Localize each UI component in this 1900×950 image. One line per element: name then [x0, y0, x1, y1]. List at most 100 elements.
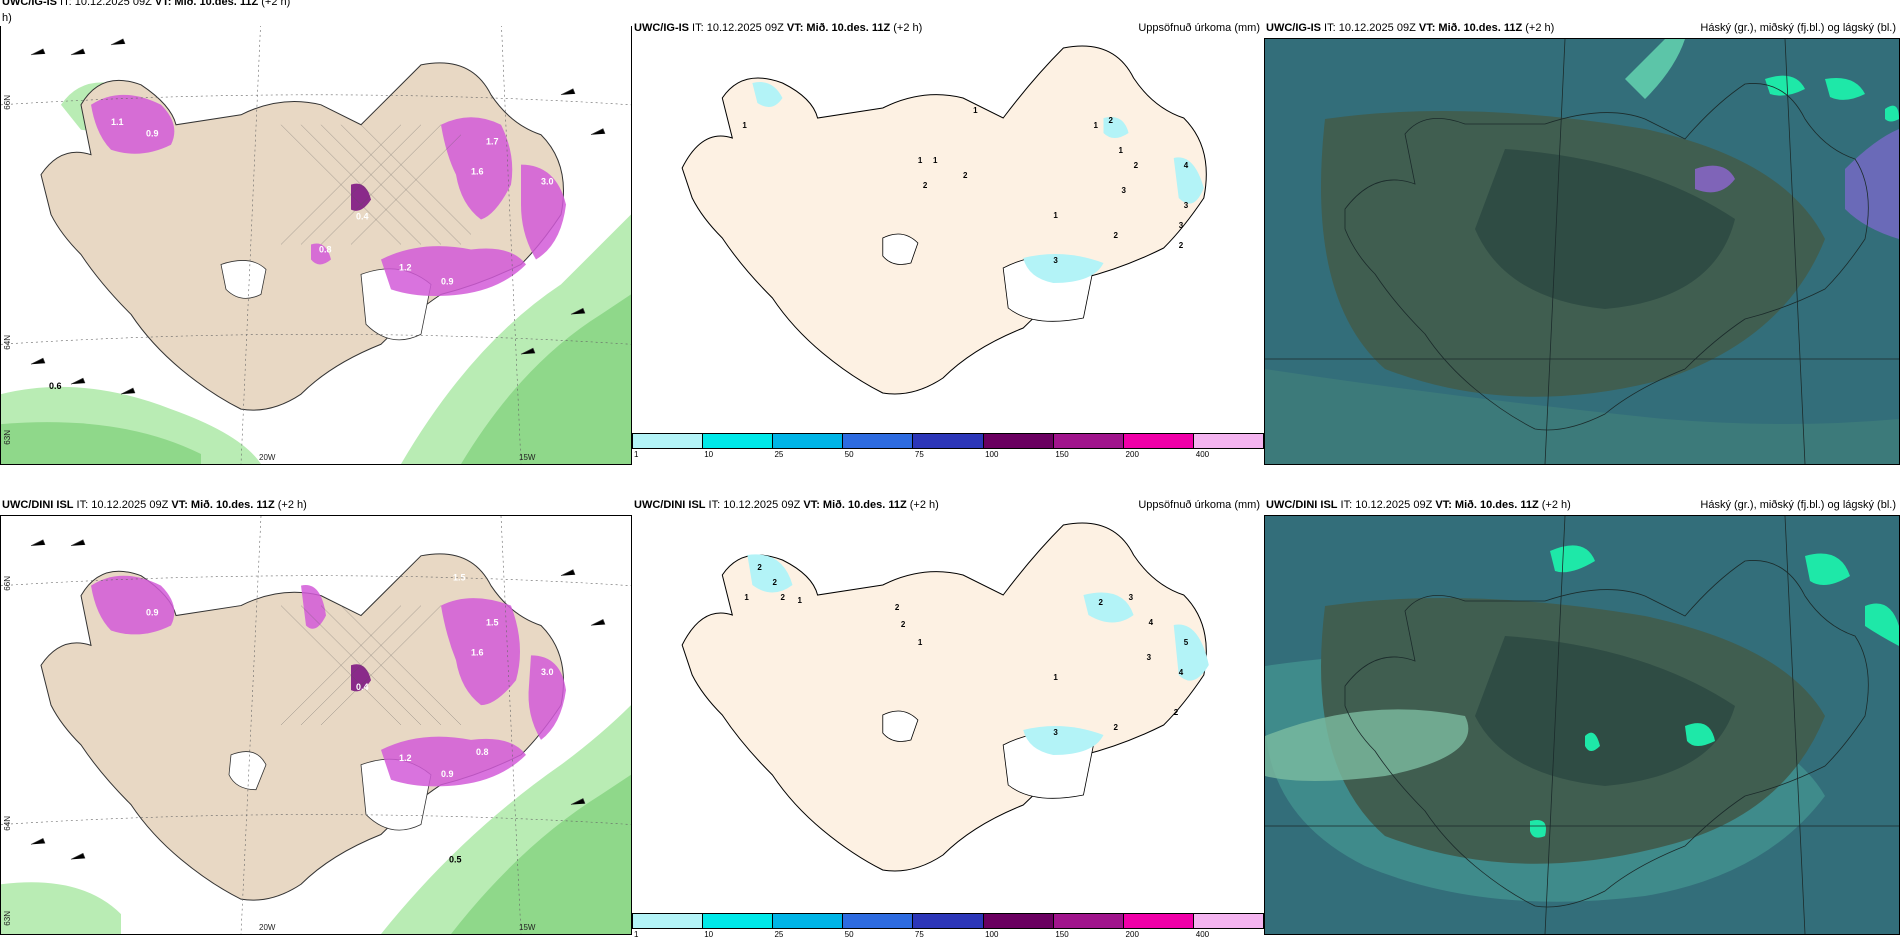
colorbar-tick-label: 50	[844, 930, 854, 939]
colorbar-tick-label: 150	[1055, 930, 1069, 939]
precip-value: 2	[963, 171, 968, 180]
colorbar-swatch	[633, 914, 704, 928]
colorbar-tick-label: 150	[1055, 450, 1069, 459]
lat-label: 63N	[3, 911, 12, 926]
colorbar-swatch	[843, 914, 914, 928]
lat-label: 63N	[3, 430, 12, 445]
precip-value: 1	[1053, 673, 1058, 682]
precip-value: 2	[1179, 241, 1184, 250]
accumulated-precip-map: 1 1 2 1 1 2 1 2 1 2 3 4 3 3 2 2 1 3	[632, 38, 1264, 433]
map-svg-5: 2 1 2 2 1 2 2 1 1 2 3 4 3 5 4 2 2 3	[632, 515, 1264, 905]
precip-value: 2	[923, 181, 928, 190]
precip-value: 1	[933, 156, 938, 165]
row2-left-panel: UWC/DINI ISL IT: 10.12.2025 09Z VT: Mið.…	[0, 490, 632, 950]
row2-mid-panel: UWC/DINI ISL IT: 10.12.2025 09Z VT: Mið.…	[632, 490, 1264, 950]
value-label: 1.6	[471, 167, 484, 177]
precip-value: 3	[1179, 221, 1184, 230]
row2-right-panel: UWC/DINI ISL IT: 10.12.2025 09Z VT: Mið.…	[1264, 490, 1900, 950]
cloud-cover-map	[1264, 515, 1900, 935]
colorbar-tick-label: 25	[774, 930, 784, 939]
colorbar-swatch	[1123, 434, 1194, 448]
value-label: 1.2	[399, 262, 412, 272]
colorbar-swatch	[983, 914, 1054, 928]
value-label: 0.8	[319, 244, 332, 254]
precip-value: 1	[742, 121, 747, 130]
panel-title: Háský (gr.), miðský (fj.bl.) og lágský (…	[1700, 22, 1896, 34]
precip-value: 2	[901, 620, 906, 629]
colorbar-tick-label: 100	[985, 450, 999, 459]
precip-value: 1	[973, 106, 978, 115]
panel-title: Uppsöfnuð úrkoma (mm)	[1138, 499, 1260, 511]
colorbar-swatch	[773, 914, 844, 928]
precip-value: 1	[744, 593, 749, 602]
colorbar-tick-label: 1	[634, 450, 639, 459]
value-label: 0.9	[441, 276, 454, 286]
precip-value: 2	[1114, 231, 1119, 240]
lon-label: 15W	[519, 453, 536, 462]
value-label: 1.5	[453, 573, 466, 583]
precip-value: 1	[798, 596, 803, 605]
row1-right-panel: UWC/IG-IS IT: 10.12.2025 09Z VT: Mið. 10…	[1264, 0, 1900, 465]
lat-label: 64N	[3, 335, 12, 350]
colorbar-tick-label: 75	[914, 450, 924, 459]
precip-value: 4	[1184, 161, 1189, 170]
value-label: 0.4	[356, 212, 369, 222]
value-label: 3.0	[541, 177, 554, 187]
colorbar-swatch	[913, 434, 984, 448]
precip-value: 2	[1174, 708, 1179, 717]
colorbar-swatch	[1193, 914, 1263, 928]
colorbar-swatch	[773, 434, 844, 448]
panel-title: Háský (gr.), miðský (fj.bl.) og lágský (…	[1700, 499, 1896, 511]
value-label: 0.5	[449, 854, 462, 864]
colorbar-tick-label: 100	[985, 930, 999, 939]
colorbar-swatch	[633, 434, 704, 448]
value-label: 0.8	[476, 747, 489, 757]
colorbar-swatch	[703, 914, 774, 928]
map-svg-3	[1265, 39, 1899, 464]
colorbar-tick-label: 50	[844, 450, 854, 459]
value-label: 1.2	[399, 753, 412, 763]
colorbar-swatch	[1193, 434, 1263, 448]
colorbar-tick-label: 400	[1195, 450, 1210, 459]
precip-value: 3	[1184, 201, 1189, 210]
precip-value: 4	[1179, 668, 1184, 677]
value-label: 0.9	[441, 769, 454, 779]
colorbar-swatches	[632, 913, 1264, 929]
wind-precip-map: 0.5 1.5 0.9 1.6 0.4 0.8 1.2 0.9 3.0 1.5 …	[0, 515, 632, 935]
row1-right-header: UWC/IG-IS IT: 10.12.2025 09Z VT: Mið. 10…	[1264, 18, 1900, 38]
lon-label: 15W	[519, 923, 536, 932]
row1-mid-panel: UWC/IG-IS IT: 10.12.2025 09Z VT: Mið. 10…	[632, 0, 1264, 465]
precip-value: 1	[1053, 211, 1058, 220]
colorbar-swatches	[632, 433, 1264, 449]
colorbar-tick-label: 200	[1125, 450, 1139, 459]
precip-value: 2	[1114, 723, 1119, 732]
precip-value: 2	[757, 563, 762, 572]
precip-value: 3	[1053, 256, 1058, 265]
value-label: 0.9	[146, 608, 159, 618]
precip-colorbar: 1 10 25 50 75 100 150 200 400	[632, 913, 1264, 939]
lat-label: 66N	[3, 95, 12, 110]
colorbar-swatch	[1053, 434, 1124, 448]
value-label: 1.6	[471, 647, 484, 657]
precip-value: 2	[780, 593, 785, 602]
precip-value: 1	[1093, 121, 1098, 130]
row1-left-panel: UWC/IG-IS IT: 10.12.2025 09Z VT: Mið. 10…	[0, 0, 632, 465]
colorbar-swatch	[913, 914, 984, 928]
colorbar-swatch	[983, 434, 1054, 448]
precip-value: 2	[1109, 116, 1114, 125]
value-label: 0.6	[49, 381, 62, 391]
colorbar-tick-label: 75	[914, 930, 924, 939]
precip-value: 1	[1119, 146, 1124, 155]
colorbar-tick-label: 10	[704, 930, 714, 939]
precip-colorbar: 1 10 25 50 75 100 150 200 400	[632, 433, 1264, 459]
precip-value: 2	[1134, 161, 1139, 170]
precip-value: 3	[1053, 728, 1058, 737]
precip-value: 3	[1122, 186, 1127, 195]
precip-value: 3	[1129, 593, 1134, 602]
row2-left-header: UWC/DINI ISL IT: 10.12.2025 09Z VT: Mið.…	[0, 495, 632, 515]
colorbar-tick-label: 400	[1195, 930, 1210, 939]
colorbar-tick-label: 10	[704, 450, 714, 459]
colorbar-tick-label: 200	[1125, 930, 1139, 939]
wind-precip-map: 0.6 1.1 0.9 1.6 0.4 0.8 1.2 0.9 3.0 1.7 …	[0, 14, 632, 465]
precip-value: 2	[772, 578, 777, 587]
